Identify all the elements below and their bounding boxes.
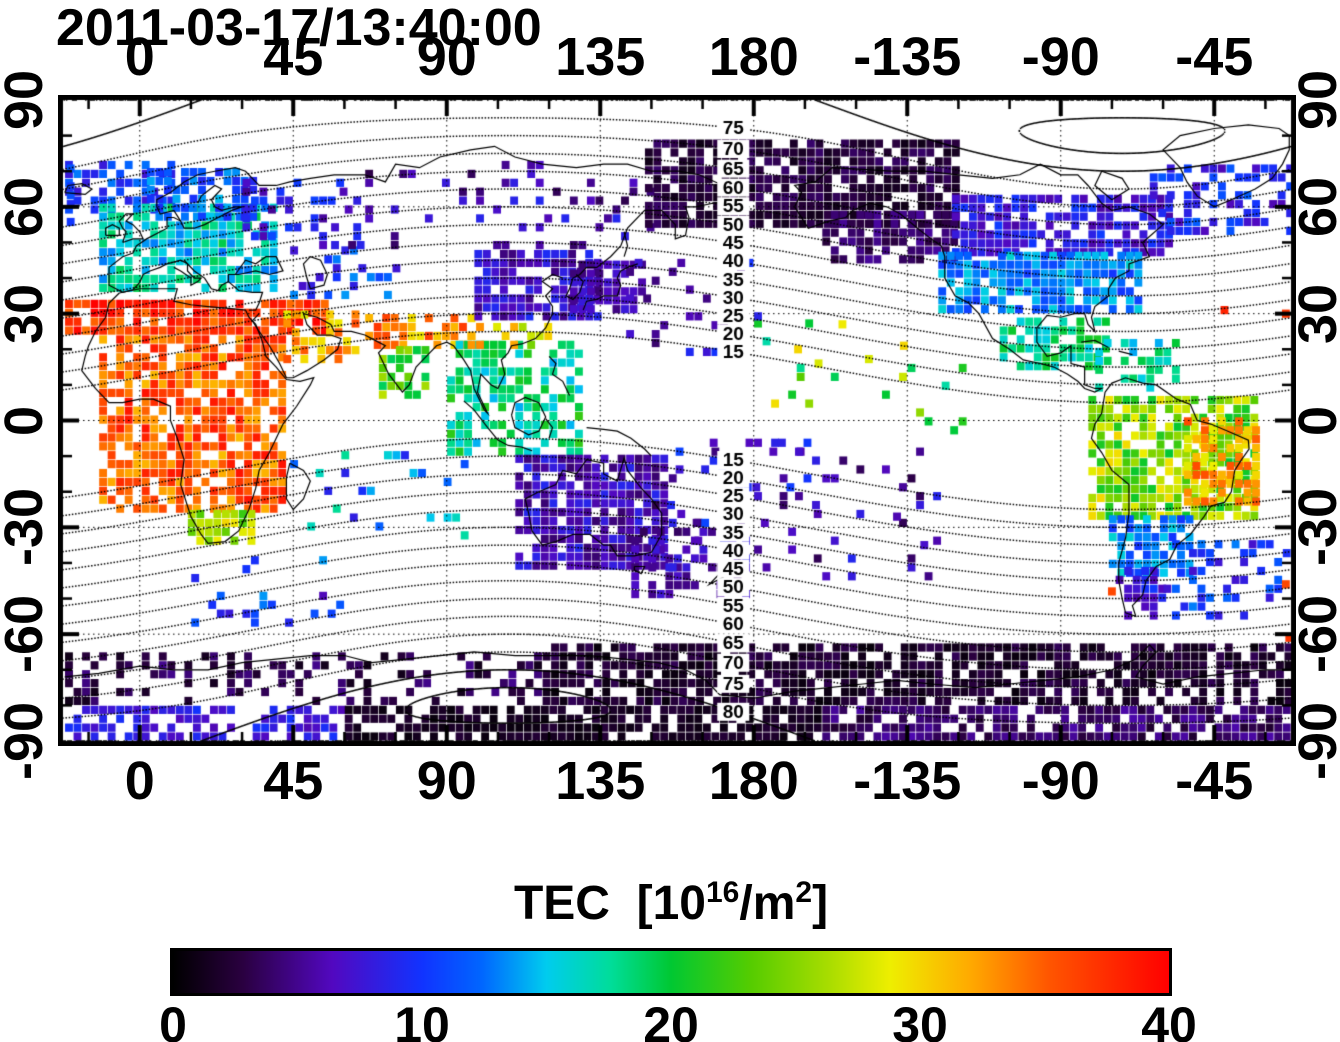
- lat-tick-label-left: -60: [0, 595, 54, 674]
- lon-tick-label-top: -90: [1021, 27, 1100, 87]
- lon-tick-label-top: -45: [1175, 27, 1254, 87]
- lon-tick-label-bottom: -90: [1021, 751, 1100, 811]
- lat-tick-label-left: -30: [0, 488, 54, 567]
- lat-tick-label-right: -60: [1288, 595, 1340, 674]
- lat-tick-label-left: 90: [0, 69, 54, 131]
- lon-tick-label-top: -135: [853, 27, 962, 87]
- lat-tick-label-right: -30: [1288, 488, 1340, 567]
- colorbar-title-text: TEC [10: [513, 877, 706, 930]
- lon-tick-label-top: 180: [708, 27, 799, 87]
- colorbar-tick-label: 40: [1141, 997, 1197, 1042]
- colorbar-title-unit: /m: [739, 877, 796, 930]
- lon-tick-label-bottom: -135: [853, 751, 962, 811]
- map-canvas: [58, 95, 1296, 746]
- lat-tick-label-right: 0: [1288, 405, 1340, 435]
- colorbar-title-exponent2: 2: [795, 876, 813, 909]
- lon-tick-label-bottom: 90: [416, 751, 477, 811]
- colorbar-gradient: [170, 948, 1172, 996]
- colorbar-title-close: ]: [812, 877, 829, 930]
- lat-tick-label-right: -90: [1288, 701, 1340, 781]
- lon-tick-label-bottom: -45: [1175, 751, 1254, 811]
- colorbar-title-exponent: 16: [705, 876, 740, 909]
- lon-tick-label-top: 45: [263, 27, 324, 87]
- colorbar-tick-label: 10: [394, 997, 450, 1042]
- plot-title: 2011-03-17/13:40:00: [56, 0, 542, 57]
- lon-tick-label-top: 0: [124, 27, 155, 87]
- colorbar-tick-label: 0: [159, 997, 187, 1042]
- colorbar-title: TEC [1016/m2]: [170, 878, 1172, 928]
- lon-tick-label-bottom: 0: [124, 751, 155, 811]
- lon-tick-label-top: 135: [555, 27, 646, 87]
- lat-tick-label-left: 0: [0, 405, 54, 436]
- lat-tick-label-right: 90: [1288, 69, 1340, 131]
- lat-tick-label-right: 60: [1288, 176, 1340, 237]
- lon-tick-label-bottom: 45: [263, 751, 324, 811]
- lat-tick-label-left: 60: [0, 176, 54, 237]
- lon-tick-label-bottom: 180: [708, 751, 799, 811]
- lat-tick-label-left: 30: [0, 283, 54, 344]
- lat-tick-label-right: 30: [1288, 283, 1340, 344]
- map-plot: [58, 95, 1296, 746]
- lat-tick-label-left: -90: [0, 701, 54, 781]
- lon-tick-label-top: 90: [416, 27, 477, 87]
- lon-tick-label-bottom: 135: [555, 751, 646, 811]
- colorbar-tick-label: 30: [892, 997, 948, 1042]
- colorbar-tick-label: 20: [643, 997, 699, 1042]
